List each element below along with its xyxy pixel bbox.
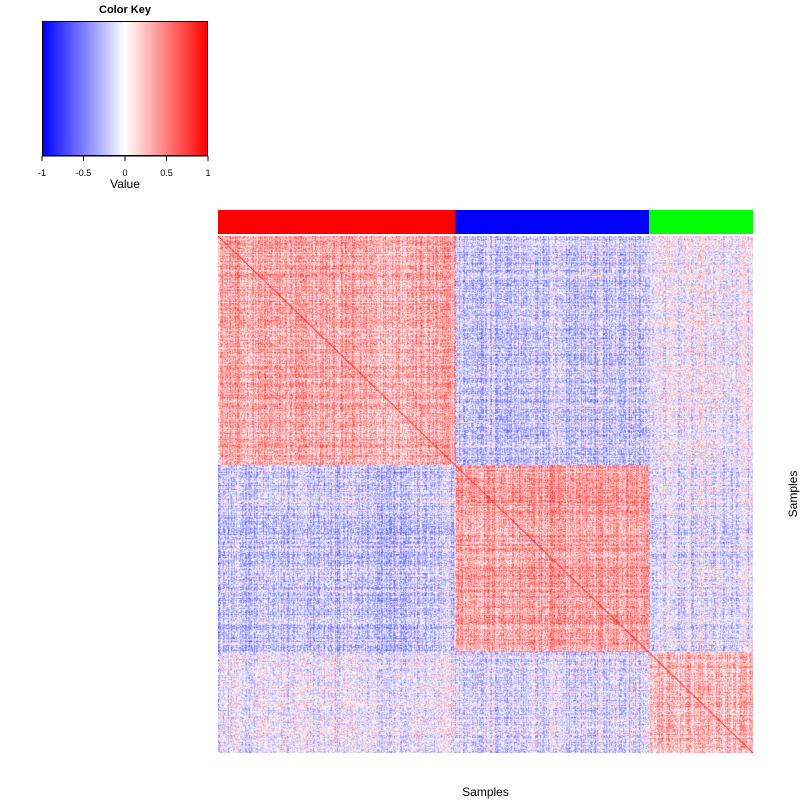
- color-key-value-label: Value: [110, 177, 140, 191]
- heatmap-cells: [218, 236, 753, 753]
- y-axis-label: Samples: [786, 470, 800, 518]
- column-side-colors: [218, 210, 753, 234]
- side-color-group-green: [649, 210, 753, 234]
- x-axis-label: Samples: [462, 785, 509, 799]
- side-color-group-blue: [455, 210, 649, 234]
- color-key-title: Color Key: [99, 4, 151, 16]
- side-color-group-red: [218, 210, 455, 234]
- color-key-gradient: [42, 21, 208, 156]
